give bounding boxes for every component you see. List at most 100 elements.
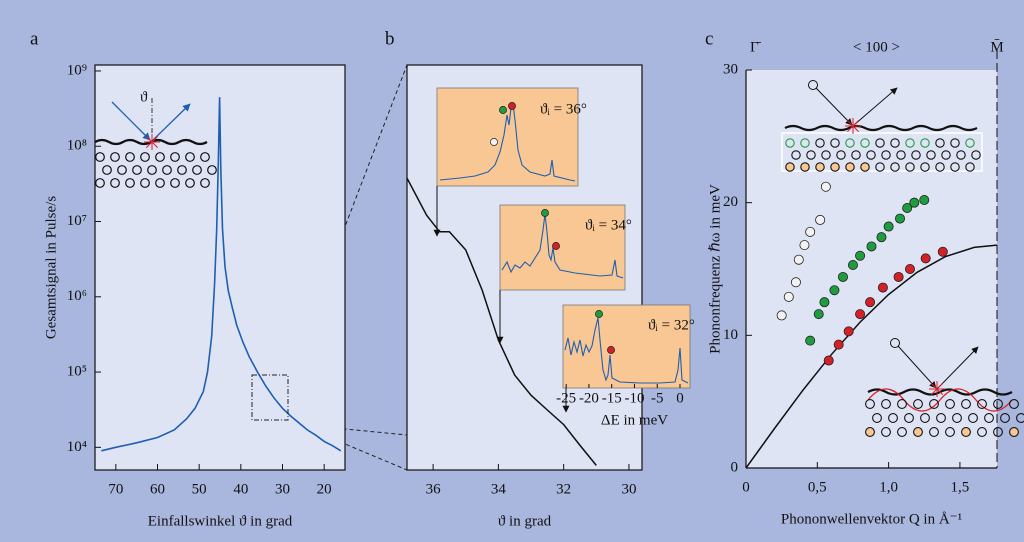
spectrum [501, 213, 624, 279]
inset-label: ϑᵢ = 34° [585, 217, 632, 233]
atom [941, 150, 951, 160]
impact-ray [852, 125, 860, 133]
data-point [866, 241, 877, 252]
atom [945, 399, 955, 409]
atom [875, 162, 885, 172]
peak-marker [499, 106, 507, 114]
peak-marker [541, 209, 549, 217]
atom [95, 178, 105, 188]
peak-marker [508, 102, 516, 110]
impact-ray [145, 135, 153, 143]
atom [950, 162, 960, 172]
data-point [847, 260, 858, 271]
atom [200, 152, 210, 162]
data-point [805, 335, 816, 346]
data-point [905, 263, 916, 274]
surface [784, 124, 978, 132]
atom [860, 138, 870, 148]
data-point [920, 253, 931, 264]
atom [952, 413, 962, 423]
y-tick-label: 10⁵ [67, 364, 87, 380]
scattered-beam [937, 346, 979, 389]
incident-beam [111, 101, 151, 141]
plot-area [746, 70, 997, 468]
y-tick-label: 10 [723, 327, 738, 343]
impact-ray [846, 119, 854, 127]
atom [881, 427, 891, 437]
atom [155, 152, 165, 162]
y-tick-label: 20 [723, 194, 738, 210]
inset-panel [436, 87, 579, 187]
atom [929, 427, 939, 437]
impact-ray [151, 141, 159, 149]
x-axis-label: Einfallswinkel ϑ in grad [148, 513, 293, 529]
x-tick-label: 0,5 [808, 479, 827, 495]
atom [896, 150, 906, 160]
y-axis-label: Gesamtsignal in Pulse/s [43, 196, 59, 339]
atom [881, 150, 891, 160]
atom [785, 162, 795, 172]
symmetry-label: Γ̄ [750, 39, 762, 55]
panel-label: c [705, 28, 713, 49]
atom [920, 138, 930, 148]
x-tick-label: 36 [426, 481, 442, 497]
symmetry-label: M̄ [990, 39, 1003, 55]
impact-ray [145, 141, 153, 149]
atom [1009, 427, 1019, 437]
impact-ray [930, 382, 938, 390]
phonon-wave [867, 388, 1013, 412]
x-axis-label: Phononwellenvektor Q in Å⁻¹ [781, 511, 962, 527]
atom [1000, 413, 1010, 423]
angle-label: ϑ [140, 89, 148, 105]
x-tick-label: 20 [317, 481, 332, 497]
atom [965, 138, 975, 148]
x-tick-label: 30 [621, 481, 636, 497]
incident-beam [815, 87, 853, 126]
atom [920, 413, 930, 423]
atom [110, 178, 120, 188]
x-tick-label: 1,5 [951, 479, 970, 495]
peak-marker [595, 310, 603, 318]
x-tick-label: 0 [742, 479, 750, 495]
atom [821, 150, 831, 160]
inset-x-tick-label: 0 [676, 390, 684, 406]
data-point [823, 355, 834, 366]
scattered-beam [853, 87, 898, 126]
data-point [855, 309, 866, 320]
inset-x-tick-label: -5 [651, 390, 664, 406]
atom [155, 178, 165, 188]
atom [888, 413, 898, 423]
peak-marker [552, 242, 560, 250]
reflected-beam [152, 103, 191, 141]
data-point [883, 221, 894, 232]
atom [984, 413, 994, 423]
atom [110, 152, 120, 162]
atom [905, 162, 915, 172]
atom [872, 413, 882, 423]
atom [961, 399, 971, 409]
atom [830, 162, 840, 172]
peak-marker [607, 346, 615, 354]
impact-ray [936, 382, 944, 390]
y-tick-label: 10⁶ [67, 288, 87, 304]
inset-x-tick-label: -20 [579, 390, 599, 406]
data-point [865, 297, 876, 308]
atom [830, 138, 840, 148]
atom [185, 178, 195, 188]
y-tick-label: 10⁸ [67, 138, 87, 154]
atom [162, 165, 172, 175]
atom [913, 399, 923, 409]
atom [177, 165, 187, 175]
atom [929, 399, 939, 409]
atom [977, 399, 987, 409]
data-point [877, 282, 888, 293]
beam-source [808, 80, 818, 90]
data-point [829, 285, 840, 296]
incident-beam [897, 345, 937, 389]
atom [875, 138, 885, 148]
atom [140, 152, 150, 162]
atom [140, 178, 150, 188]
atom [845, 162, 855, 172]
x-axis-label: ϑ in grad [498, 513, 552, 529]
